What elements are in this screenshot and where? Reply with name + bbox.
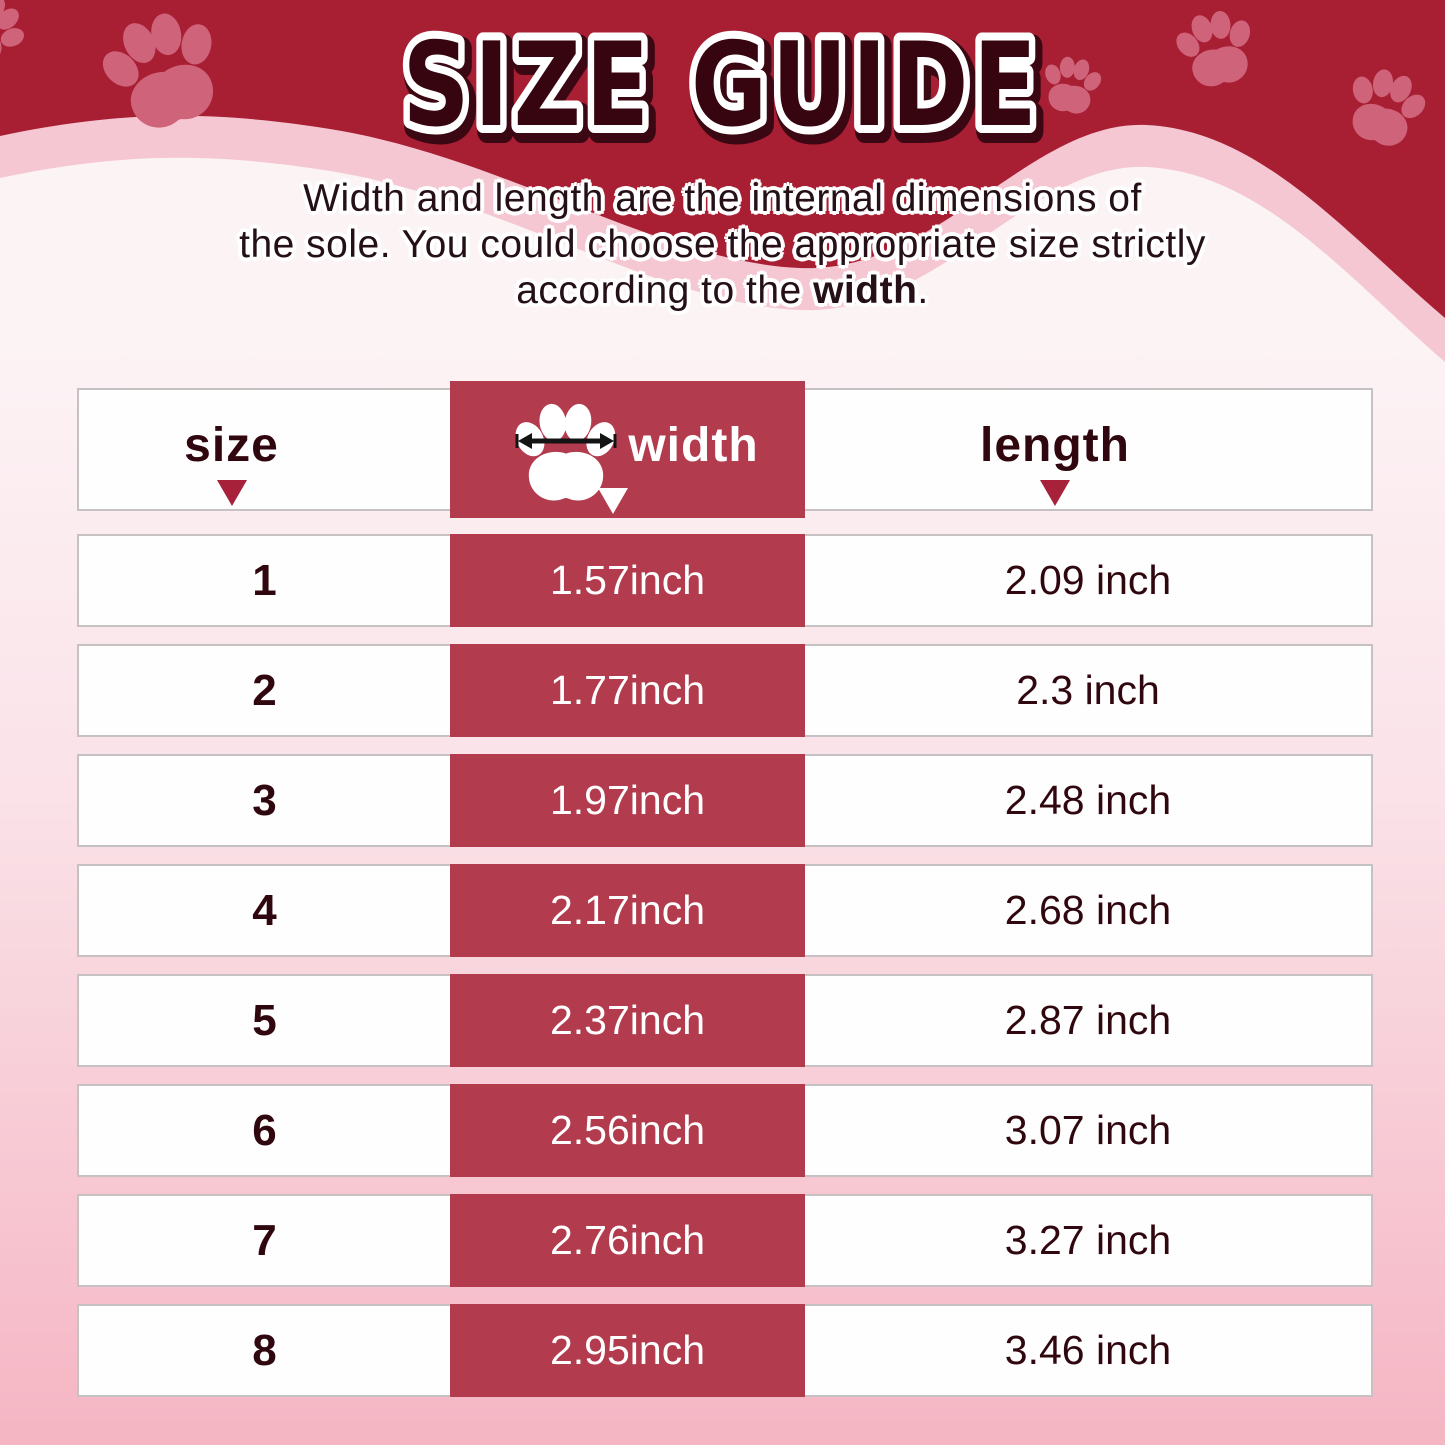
length-cell: 2.87 inch [1004, 997, 1172, 1043]
paw-width-icon [514, 398, 618, 502]
width-arrow-icon [515, 432, 617, 449]
size-header-label: size [184, 419, 279, 472]
length-header-label: length [980, 419, 1130, 472]
length-cell: 2.09 inch [1004, 557, 1172, 603]
page-title-shadow: SIZE GUIDE [407, 23, 1046, 159]
length-marker-triangle-icon [1040, 480, 1070, 506]
intro-width-bold: width [813, 269, 918, 312]
table-row: 2 1.77inch 2.3 inch [77, 644, 1373, 737]
table-row: 5 2.37inch 2.87 inch [77, 974, 1373, 1067]
intro-line2: the sole. You could choose the appropria… [239, 223, 1206, 266]
size-cell: 6 [252, 1106, 277, 1155]
width-cell: 2.37inch [450, 974, 805, 1067]
table-row: 3 1.97inch 2.48 inch [77, 754, 1373, 847]
size-cell: 5 [252, 996, 277, 1045]
table-row: 7 2.76inch 3.27 inch [77, 1194, 1373, 1287]
table-row: 4 2.17inch 2.68 inch [77, 864, 1373, 957]
size-table: size [77, 381, 1373, 1397]
table-row: 6 2.56inch 3.07 inch [77, 1084, 1373, 1177]
width-cell: 1.57inch [450, 534, 805, 627]
width-column-header: width [450, 381, 805, 518]
header-banner: SIZE GUIDE SIZE GUIDE [0, 0, 1445, 362]
size-cell: 2 [252, 666, 277, 715]
width-cell: 1.77inch [450, 644, 805, 737]
width-cell: 2.56inch [450, 1084, 805, 1177]
intro-line3: according to the width. [516, 269, 929, 312]
width-cell: 2.95inch [450, 1304, 805, 1397]
table-row: 8 2.95inch 3.46 inch [77, 1304, 1373, 1397]
page-title: SIZE GUIDE [403, 17, 1042, 153]
width-marker-triangle-icon [597, 488, 628, 514]
length-cell: 3.46 inch [1004, 1327, 1172, 1373]
length-cell: 3.27 inch [1004, 1217, 1172, 1263]
size-cell: 4 [252, 886, 277, 935]
size-cell: 1 [252, 556, 277, 605]
table-header-row: size [77, 381, 1373, 518]
width-cell: 2.76inch [450, 1194, 805, 1287]
header-red-wave [0, 0, 1445, 318]
size-cell: 8 [252, 1326, 277, 1375]
intro-line1: Width and length are the internal dimens… [303, 177, 1142, 220]
length-cell: 2.68 inch [1004, 887, 1172, 933]
intro-text: Width and length are the internal dimens… [0, 176, 1445, 314]
table-row: 1 1.57inch 2.09 inch [77, 534, 1373, 627]
width-cell: 2.17inch [450, 864, 805, 957]
size-cell: 3 [252, 776, 277, 825]
length-column-header: length [805, 390, 1371, 509]
width-cell: 1.97inch [450, 754, 805, 847]
size-marker-triangle-icon [216, 480, 247, 506]
size-column-header: size [79, 390, 450, 509]
width-header-label: width [628, 419, 759, 472]
length-cell: 3.07 inch [1004, 1107, 1172, 1153]
length-cell: 2.3 inch [1016, 667, 1160, 713]
size-cell: 7 [252, 1216, 277, 1265]
length-cell: 2.48 inch [1004, 777, 1172, 823]
